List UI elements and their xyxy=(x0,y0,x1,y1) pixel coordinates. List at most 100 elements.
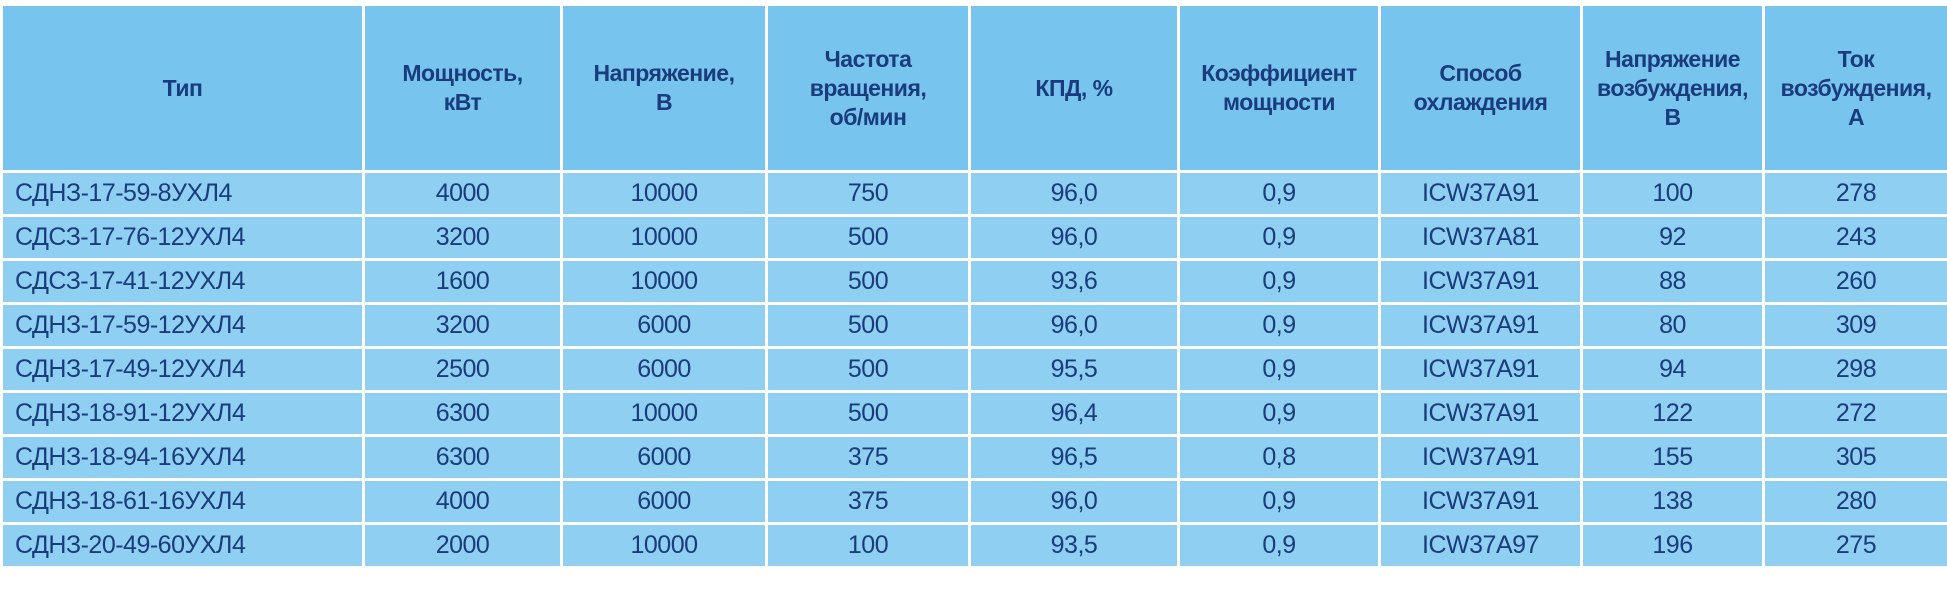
table-cell: ICW37A91 xyxy=(1380,480,1582,524)
table-cell: 305 xyxy=(1764,436,1947,480)
table-cell: ICW37A81 xyxy=(1380,216,1582,260)
table-cell: 260 xyxy=(1764,260,1947,304)
column-header: КПД, % xyxy=(970,5,1179,172)
column-header: Напряжение возбуждения, В xyxy=(1582,5,1764,172)
table-cell: ICW37A91 xyxy=(1380,348,1582,392)
table-cell: 1600 xyxy=(364,260,562,304)
table-cell: 96,5 xyxy=(970,436,1179,480)
table-cell: 309 xyxy=(1764,304,1947,348)
table-cell: 4000 xyxy=(364,172,562,216)
table-cell: 96,0 xyxy=(970,304,1179,348)
table-cell: 6000 xyxy=(562,480,767,524)
table-cell: 155 xyxy=(1582,436,1764,480)
table-cell: 10000 xyxy=(562,172,767,216)
table-cell: 92 xyxy=(1582,216,1764,260)
table-cell: ICW37A91 xyxy=(1380,392,1582,436)
table-cell: 0,9 xyxy=(1179,480,1380,524)
table-cell: 96,0 xyxy=(970,216,1179,260)
table-cell: 243 xyxy=(1764,216,1947,260)
table-cell: 96,0 xyxy=(970,172,1179,216)
table-cell: 0,9 xyxy=(1179,392,1380,436)
table-cell: 10000 xyxy=(562,524,767,568)
table-cell: ICW37A91 xyxy=(1380,260,1582,304)
table-cell: ICW37A91 xyxy=(1380,304,1582,348)
table-cell: 2000 xyxy=(364,524,562,568)
table-cell: СДНЗ-18-94-16УХЛ4 xyxy=(2,436,364,480)
table-cell: 0,9 xyxy=(1179,524,1380,568)
table-cell: 500 xyxy=(767,304,970,348)
table-cell: 96,0 xyxy=(970,480,1179,524)
table-cell: 0,9 xyxy=(1179,348,1380,392)
table-cell: 278 xyxy=(1764,172,1947,216)
table-cell: 280 xyxy=(1764,480,1947,524)
table-cell: 6000 xyxy=(562,304,767,348)
table-cell: 6000 xyxy=(562,436,767,480)
table-cell: СДНЗ-20-49-60УХЛ4 xyxy=(2,524,364,568)
table-cell: 3200 xyxy=(364,216,562,260)
table-cell: ICW37A97 xyxy=(1380,524,1582,568)
table-cell: 0,8 xyxy=(1179,436,1380,480)
column-header: Тип xyxy=(2,5,364,172)
table-cell: 88 xyxy=(1582,260,1764,304)
table-cell: 10000 xyxy=(562,216,767,260)
table-cell: 0,9 xyxy=(1179,172,1380,216)
table-cell: 6300 xyxy=(364,436,562,480)
table-cell: 0,9 xyxy=(1179,304,1380,348)
column-header: Способ охлаждения xyxy=(1380,5,1582,172)
table-cell: 3200 xyxy=(364,304,562,348)
table-cell: 500 xyxy=(767,216,970,260)
table-cell: 138 xyxy=(1582,480,1764,524)
table-cell: 275 xyxy=(1764,524,1947,568)
table-cell: 750 xyxy=(767,172,970,216)
table-cell: 500 xyxy=(767,348,970,392)
column-header: Мощность, кВт xyxy=(364,5,562,172)
table-cell: 10000 xyxy=(562,260,767,304)
table-cell: 0,9 xyxy=(1179,216,1380,260)
table-cell: 196 xyxy=(1582,524,1764,568)
table-cell: СДНЗ-17-49-12УХЛ4 xyxy=(2,348,364,392)
table-cell: ICW37A91 xyxy=(1380,172,1582,216)
table-cell: 500 xyxy=(767,260,970,304)
column-header: Напряжение, В xyxy=(562,5,767,172)
column-header: Ток возбуждения, А xyxy=(1764,5,1947,172)
table-cell: СДСЗ-17-41-12УХЛ4 xyxy=(2,260,364,304)
table-cell: 4000 xyxy=(364,480,562,524)
table-cell: 6300 xyxy=(364,392,562,436)
table-cell: 6000 xyxy=(562,348,767,392)
table-cell: СДНЗ-17-59-12УХЛ4 xyxy=(2,304,364,348)
table-cell: 80 xyxy=(1582,304,1764,348)
table-cell: 500 xyxy=(767,392,970,436)
table-cell: 95,5 xyxy=(970,348,1179,392)
table-cell: СДНЗ-17-59-8УХЛ4 xyxy=(2,172,364,216)
table-cell: ICW37A91 xyxy=(1380,436,1582,480)
table-cell: 0,9 xyxy=(1179,260,1380,304)
table-cell: 272 xyxy=(1764,392,1947,436)
table-cell: 122 xyxy=(1582,392,1764,436)
column-header: Частота вращения, об/мин xyxy=(767,5,970,172)
table-cell: 375 xyxy=(767,436,970,480)
table-cell: 10000 xyxy=(562,392,767,436)
table-cell: 100 xyxy=(767,524,970,568)
table-cell: СДСЗ-17-76-12УХЛ4 xyxy=(2,216,364,260)
table-cell: 93,6 xyxy=(970,260,1179,304)
table-cell: СДНЗ-18-91-12УХЛ4 xyxy=(2,392,364,436)
table-cell: 96,4 xyxy=(970,392,1179,436)
table-cell: 2500 xyxy=(364,348,562,392)
table-cell: 94 xyxy=(1582,348,1764,392)
table-cell: 298 xyxy=(1764,348,1947,392)
table-cell: СДНЗ-18-61-16УХЛ4 xyxy=(2,480,364,524)
table-cell: 93,5 xyxy=(970,524,1179,568)
column-header: Коэффициент мощности xyxy=(1179,5,1380,172)
page: {"table": { "columns": ["Тип", "Мощность… xyxy=(0,3,1947,601)
